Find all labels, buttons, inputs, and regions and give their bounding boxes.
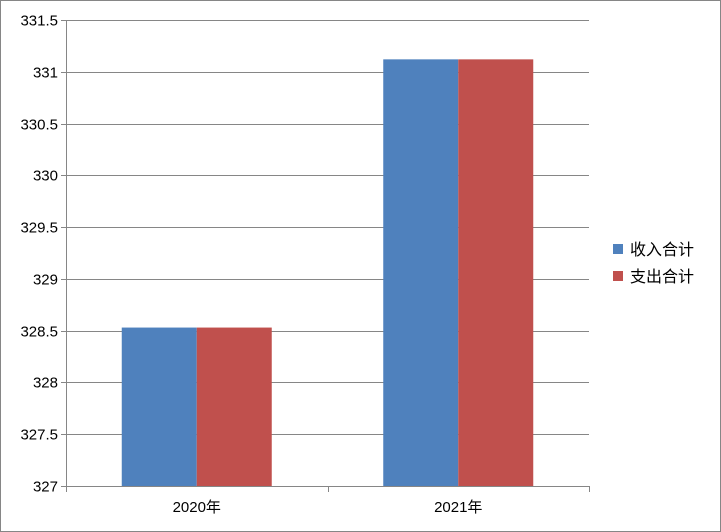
y-axis-tick-labels: 327 327.5 328 328.5 329 329.5 330 330.5 331 331.5 xyxy=(20,13,58,496)
y-tick-label: 331 xyxy=(33,65,58,82)
legend-label: 收入合计 xyxy=(630,241,694,259)
bar-支出合计-2020年 xyxy=(196,327,272,486)
bar-收入合计-2021年 xyxy=(383,59,459,487)
bar-支出合计-2021年 xyxy=(458,59,534,487)
axes xyxy=(61,20,590,492)
y-tick-label: 328 xyxy=(33,375,58,392)
y-tick-label: 329 xyxy=(33,272,58,289)
y-tick-label: 331.5 xyxy=(20,13,58,30)
y-tick-label: 329.5 xyxy=(20,220,58,237)
y-tick-label: 330 xyxy=(33,168,58,185)
bar-收入合计-2020年 xyxy=(121,327,197,486)
y-tick-label: 330.5 xyxy=(20,117,58,134)
x-axis-tick-labels: 2020年 2021年 xyxy=(173,499,483,516)
legend-swatch-支出合计 xyxy=(613,271,623,281)
y-tick-label: 327.5 xyxy=(20,427,58,444)
legend-swatch-收入合计 xyxy=(613,244,623,254)
bars xyxy=(121,59,534,487)
x-tick-label: 2020年 xyxy=(173,499,221,516)
legend-label: 支出合计 xyxy=(630,268,694,286)
y-tick-label: 328.5 xyxy=(20,324,58,341)
y-tick-label: 327 xyxy=(33,479,58,496)
x-tick-label: 2021年 xyxy=(434,499,482,516)
